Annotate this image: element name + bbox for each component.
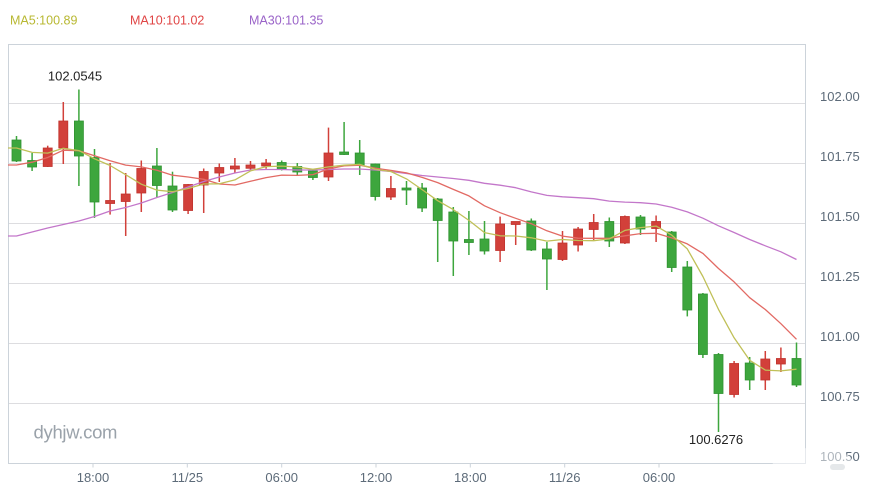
svg-text:101.00: 101.00 — [820, 329, 860, 344]
svg-text:18:00: 18:00 — [454, 470, 487, 485]
svg-text:MA10:101.02: MA10:101.02 — [130, 14, 204, 28]
svg-text:MA30:101.35: MA30:101.35 — [249, 14, 323, 28]
svg-text:06:00: 06:00 — [265, 470, 298, 485]
svg-text:102.0545: 102.0545 — [48, 69, 102, 84]
svg-text:11/25: 11/25 — [172, 470, 204, 485]
svg-text:18:00: 18:00 — [77, 470, 110, 485]
svg-text:102.00: 102.00 — [820, 89, 860, 104]
svg-text:101.50: 101.50 — [820, 209, 860, 224]
svg-text:11/26: 11/26 — [549, 470, 581, 485]
svg-text:100.75: 100.75 — [820, 389, 860, 404]
svg-text:MA5:100.89: MA5:100.89 — [10, 14, 77, 28]
svg-text:100.6276: 100.6276 — [689, 432, 743, 447]
svg-text:06:00: 06:00 — [643, 470, 676, 485]
svg-text:101.25: 101.25 — [820, 269, 860, 284]
svg-text:12:00: 12:00 — [360, 470, 393, 485]
svg-text:dyhjw.com: dyhjw.com — [34, 422, 118, 443]
svg-text:101.75: 101.75 — [820, 149, 860, 164]
